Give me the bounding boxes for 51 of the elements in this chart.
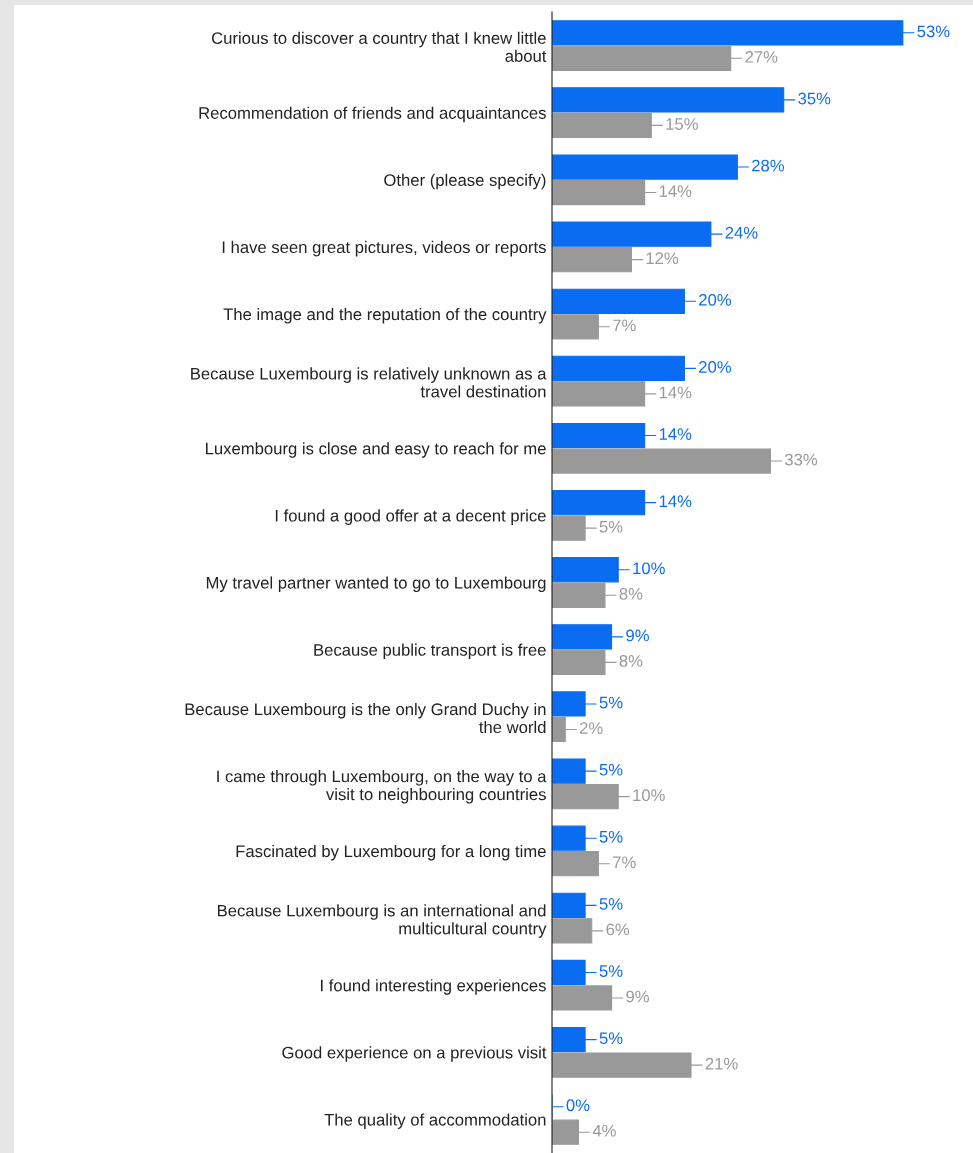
y-tick-label: Fascinated by Luxembourg for a long time bbox=[236, 844, 546, 861]
y-tick-label: Good experience on a previous visit bbox=[282, 1046, 547, 1062]
data-label: 10% bbox=[633, 562, 665, 575]
data-label: 33% bbox=[784, 453, 818, 466]
y-tick-label: Other (please specify) bbox=[384, 173, 546, 190]
data-label: 5% bbox=[599, 520, 623, 533]
y-tick-label: Because Luxembourg is relatively unknown as a travel destination bbox=[191, 367, 547, 398]
y-tick-label: The image and the reputation of the country bbox=[223, 307, 547, 324]
data-label: 5% bbox=[599, 898, 623, 910]
data-label: 15% bbox=[666, 118, 698, 130]
data-label: 35% bbox=[798, 92, 831, 105]
data-label: 6% bbox=[606, 923, 630, 936]
y-tick-label: The quality of accommodation bbox=[324, 1113, 546, 1129]
data-label: 9% bbox=[626, 629, 649, 642]
data-label: 5% bbox=[599, 1032, 623, 1045]
data-label: 7% bbox=[613, 856, 636, 869]
data-label: 5% bbox=[599, 696, 623, 709]
data-label: 8% bbox=[619, 655, 643, 667]
y-tick-label: Curious to discover a country that I knew little about bbox=[211, 31, 547, 62]
y-tick-label: I have seen great pictures, videos or reports bbox=[222, 240, 546, 257]
data-label: 5% bbox=[599, 830, 623, 843]
data-label: 4% bbox=[592, 1124, 616, 1137]
data-label: 14% bbox=[659, 386, 692, 399]
data-label: 14% bbox=[659, 185, 692, 197]
y-tick-label: I found a good offer at a decent price bbox=[275, 509, 546, 525]
y-tick-label: Because public transport is free bbox=[314, 643, 546, 660]
data-label: 5% bbox=[599, 763, 623, 776]
data-label: 0% bbox=[566, 1099, 590, 1112]
data-label: 28% bbox=[752, 159, 784, 172]
data-label: 2% bbox=[579, 722, 603, 734]
data-label: 20% bbox=[699, 293, 732, 306]
y-tick-label: Luxembourg is close and easy to reach for me bbox=[205, 442, 546, 458]
y-tick-label: I came through Luxembourg, on the way to a visit to neighbouring countries bbox=[217, 770, 547, 804]
data-label: 14% bbox=[659, 495, 692, 508]
data-label: 53% bbox=[917, 25, 950, 38]
data-label: 27% bbox=[745, 50, 778, 63]
data-label: 8% bbox=[619, 587, 643, 600]
y-tick-label: Because Luxembourg is an international and multicultural country bbox=[217, 904, 547, 938]
data-label: 24% bbox=[725, 226, 758, 239]
y-tick-label: Because Luxembourg is the only Grand Duchy in the world bbox=[185, 702, 546, 734]
data-label: 7% bbox=[613, 319, 636, 332]
data-label: 14% bbox=[659, 428, 692, 440]
data-label: 9% bbox=[626, 990, 649, 1003]
y-tick-label: Recommendation of friends and acquaintances bbox=[199, 106, 546, 123]
y-tick-label: My travel partner wanted to go to Luxembourg bbox=[206, 576, 546, 592]
data-label: 12% bbox=[646, 252, 679, 265]
y-tick-label: I found interesting experiences bbox=[321, 979, 546, 995]
data-label: 10% bbox=[633, 789, 665, 802]
data-label: 5% bbox=[599, 965, 623, 977]
data-label: 21% bbox=[705, 1057, 738, 1070]
data-label: 20% bbox=[699, 361, 732, 373]
